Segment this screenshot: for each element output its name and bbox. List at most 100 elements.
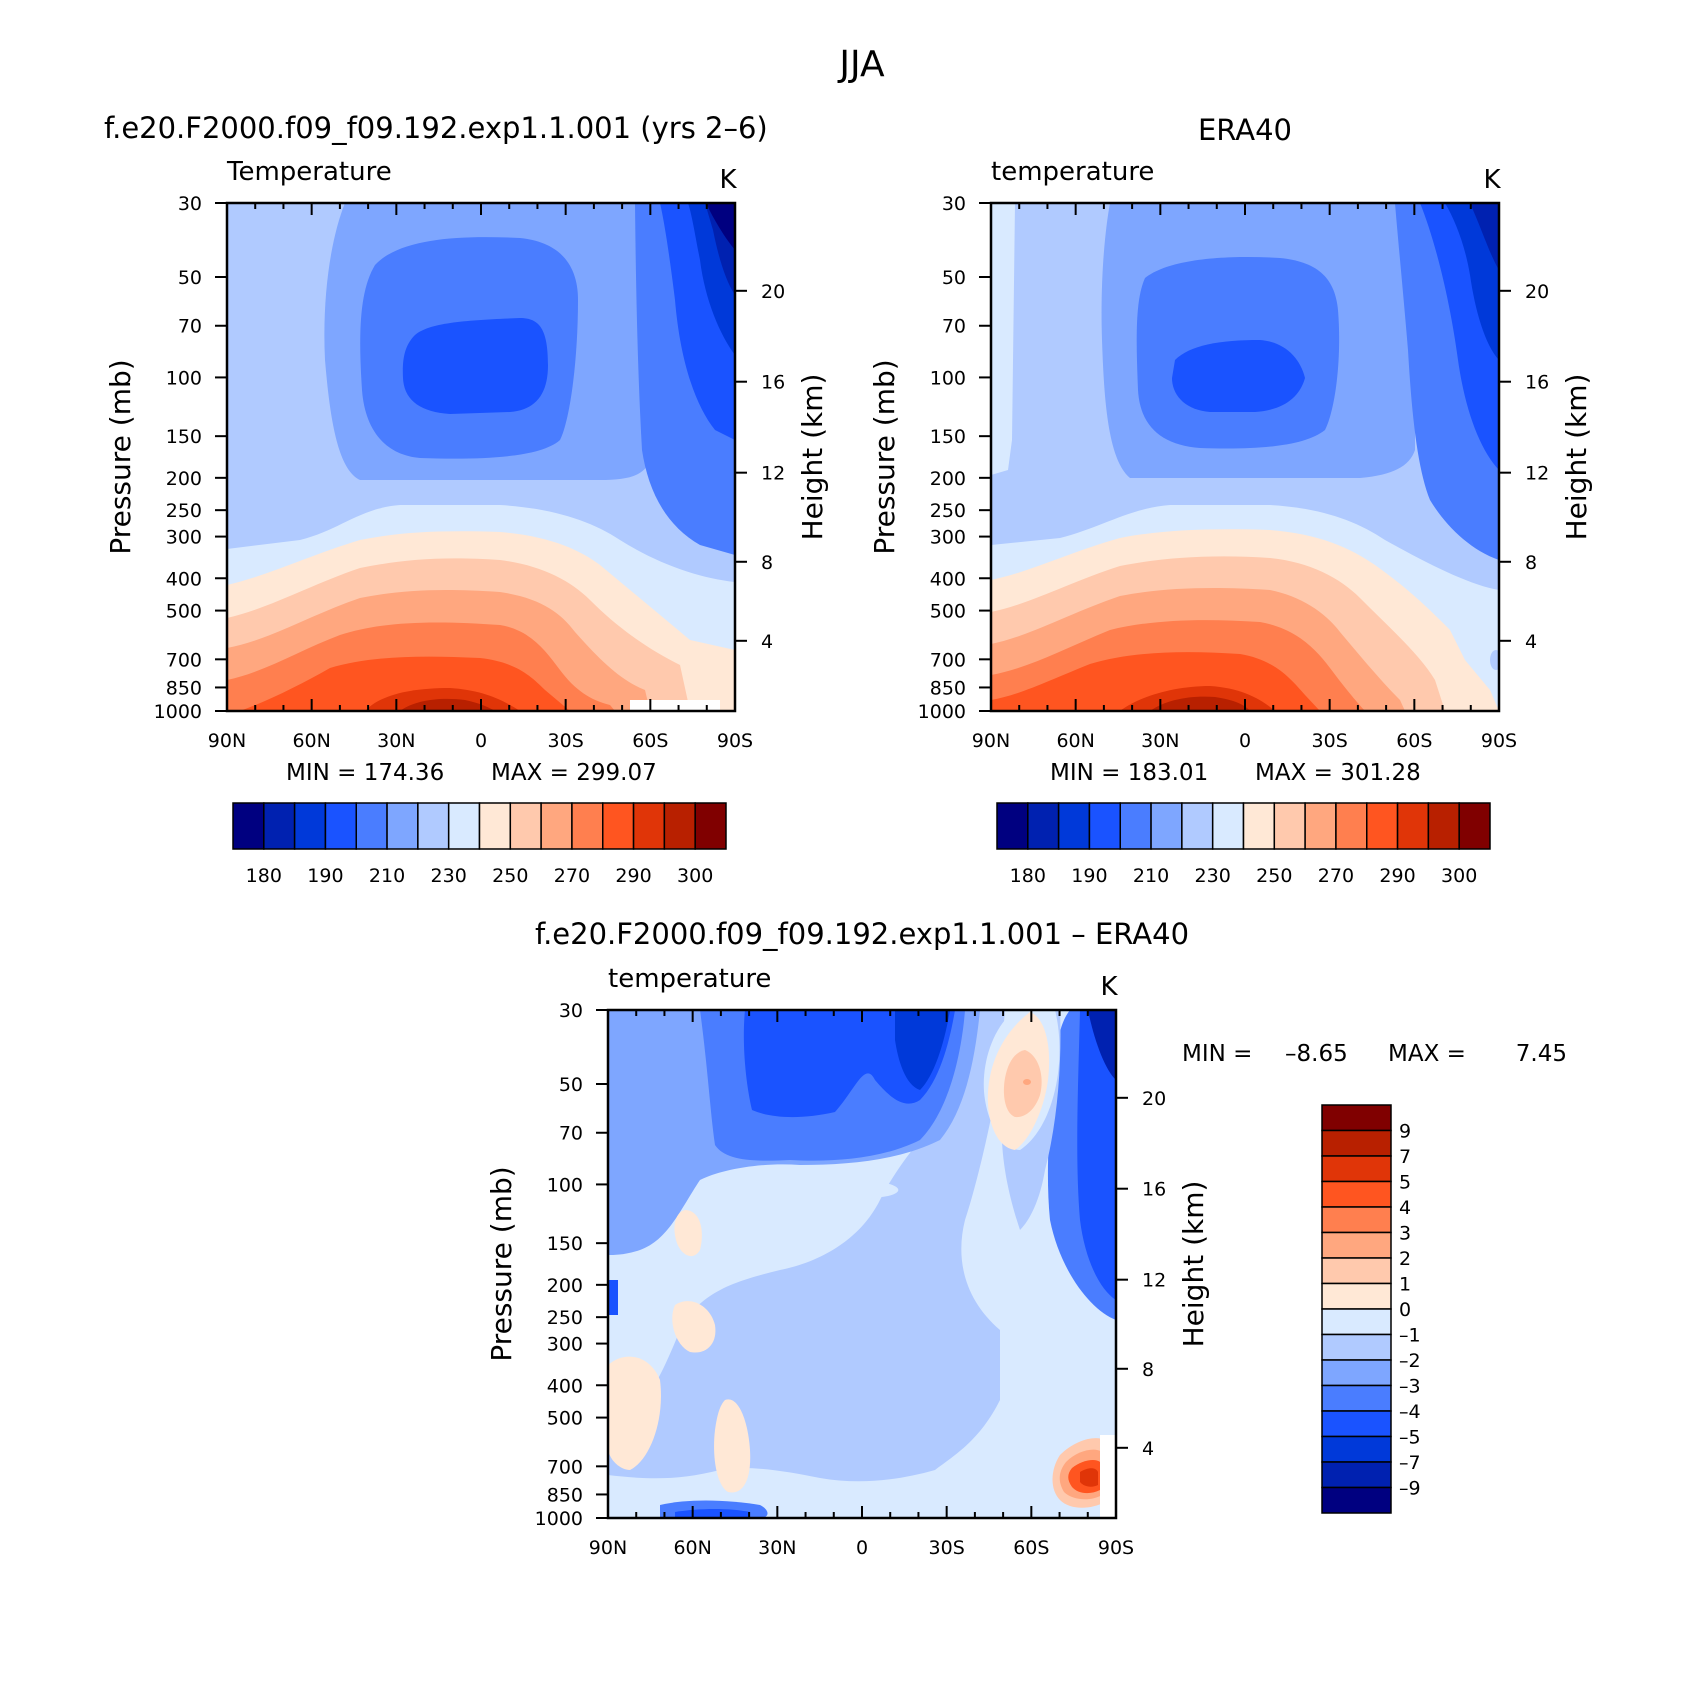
max-label: MAX = 299.07 [491,760,657,786]
colorbar-box [663,802,696,850]
colorbar-tick-label: 190 [1071,865,1107,887]
colorbar-tick-label: 270 [554,865,590,887]
y-tick-label: 400 [547,1375,583,1397]
colorbar-tick-label: 210 [369,865,405,887]
y2-tick-label: 20 [761,281,785,303]
contour-field [227,203,735,711]
colorbar-box [694,802,727,850]
band-neg4-edge [608,1280,618,1315]
y-tick-label: 1000 [154,701,202,723]
panel-model: f.e20.F2000.f09_f09.192.exp1.1.001 (yrs … [104,111,829,887]
x-tick-label: 90N [589,1537,627,1559]
x-tick-label: 0 [1239,730,1251,752]
colorbar: 180 190 210 230 250 270 290 300 [232,802,727,887]
y-axis-label: Pressure (mb) [868,359,901,554]
max-value: 7.45 [1516,1041,1567,1067]
colorbar-box [1273,802,1306,850]
colorbar-box [1321,1104,1392,1132]
y2-tick-label: 12 [1142,1270,1166,1292]
y-tick-label: 70 [178,316,202,338]
x-tick-label: 30N [758,1537,796,1559]
y-tick-label: 850 [166,677,202,699]
colorbar-tick-label: 290 [615,865,651,887]
colorbar-tick-label: 1 [1399,1274,1411,1296]
band-neg1-to-neg2 [608,1010,1005,1482]
y-tick-label: 100 [166,367,202,389]
x-tick-label: 60N [1056,730,1094,752]
colorbar-box [1321,1155,1392,1183]
axes: 90N 60N 30N 0 30S 60S 90S 30 50 70 100 150 200 250 300… [535,1000,1167,1559]
y-tick-label: 30 [178,193,202,215]
y-tick-label: 300 [547,1334,583,1356]
colorbar-box [447,802,481,850]
y-tick-label: 850 [547,1484,583,1506]
colorbar-box [1321,1257,1392,1285]
colorbar-tick-label: 250 [1256,865,1292,887]
colorbar-tick-label: 180 [1010,865,1046,887]
y2-tick-label: 4 [1525,631,1537,653]
colorbar-box [1321,1461,1392,1489]
y-tick-label: 100 [930,367,966,389]
colorbar-box [1321,1180,1392,1208]
colorbar-tick-label: 9 [1399,1121,1411,1143]
units-label: K [1483,165,1501,195]
colorbar-tick-label: 300 [677,865,713,887]
colorbar-box [417,802,450,850]
x-tick-label: 0 [856,1537,868,1559]
colorbar-box [1321,1359,1392,1387]
y2-axis-label: Height (km) [1560,374,1593,541]
colorbar-box [1427,802,1460,850]
band-200 [402,318,548,414]
panel-era40: ERA40 temperature K 90N 60N 30N 0 30S 60S 90S 3… [868,113,1593,887]
y2-tick-label: 16 [1142,1179,1166,1201]
colorbar-box [1119,802,1152,850]
colorbar-box [1321,1486,1392,1514]
y-tick-label: 70 [942,316,966,338]
y-tick-label: 200 [930,468,966,490]
y-tick-label: 700 [930,649,966,671]
figure-title: JJA [837,44,885,85]
y-axis-label: Pressure (mb) [104,359,137,554]
colorbar-box [1242,802,1276,850]
colorbar-box [1027,802,1060,850]
colorbar-box [355,802,388,850]
band-pos1-polar [1003,1050,1042,1118]
colorbar: 9 7 5 4 3 2 1 0 –1 –2 –3 –4 –5 –7 –9 [1321,1104,1421,1514]
colorbar-box [1321,1410,1392,1438]
band-230-spot [1490,650,1499,670]
band-neg4-polar [1077,1010,1116,1300]
colorbar-box [263,802,296,850]
y-tick-label: 400 [930,568,966,590]
max-label: MAX = [1388,1041,1466,1067]
min-label: MIN = 174.36 [286,760,444,786]
band-pos0-mid2 [674,1210,702,1257]
colorbar-tick-label: 300 [1441,865,1477,887]
y-tick-label: 200 [547,1275,583,1297]
y2-tick-label: 16 [761,372,785,394]
band-300 [1150,696,1250,711]
band-pos2-polar [1023,1079,1031,1085]
x-tick-label: 0 [475,730,487,752]
colorbar-box [509,802,542,850]
band-neg4-surface [675,1509,750,1518]
colorbar-tick-label: –5 [1399,1427,1421,1449]
colorbar-box [1150,802,1183,850]
colorbar-box [478,802,512,850]
band-170-polar [706,203,735,250]
colorbar-box [1321,1129,1392,1157]
band-180-polar [1470,203,1499,270]
y-tick-label: 50 [942,267,966,289]
colorbar-box [1335,802,1368,850]
colorbar-tick-label: –7 [1399,1452,1421,1474]
y2-tick-label: 12 [1525,463,1549,485]
colorbar-tick-label: –9 [1399,1478,1421,1500]
y-axis-label: Pressure (mb) [485,1166,518,1361]
y-tick-label: 250 [547,1307,583,1329]
missing-data [1100,1435,1116,1518]
y-tick-label: 500 [930,601,966,623]
colorbar-tick-label: –3 [1399,1376,1421,1398]
x-tick-label: 30N [1141,730,1179,752]
y2-tick-label: 4 [761,631,773,653]
min-label: MIN = 183.01 [1050,760,1208,786]
band-0-pocket [807,1180,899,1199]
